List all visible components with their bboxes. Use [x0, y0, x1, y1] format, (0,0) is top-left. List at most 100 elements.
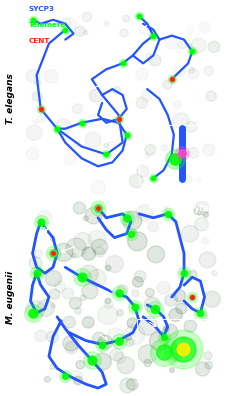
Circle shape: [189, 67, 194, 73]
Circle shape: [50, 289, 60, 299]
Circle shape: [122, 211, 142, 230]
Circle shape: [149, 55, 161, 66]
Circle shape: [105, 298, 111, 304]
Circle shape: [164, 207, 169, 211]
Circle shape: [117, 310, 123, 316]
Circle shape: [206, 91, 216, 101]
Circle shape: [50, 364, 55, 369]
Circle shape: [80, 295, 86, 301]
Circle shape: [29, 257, 42, 269]
Circle shape: [173, 290, 186, 302]
Circle shape: [149, 332, 168, 350]
Circle shape: [162, 324, 178, 339]
Circle shape: [199, 252, 216, 268]
Circle shape: [145, 288, 154, 297]
Circle shape: [98, 335, 112, 349]
Text: D: D: [26, 182, 36, 192]
Text: X: X: [168, 25, 175, 34]
Circle shape: [169, 367, 174, 372]
Circle shape: [188, 148, 199, 158]
Circle shape: [63, 316, 75, 328]
Circle shape: [74, 376, 82, 385]
Circle shape: [65, 342, 78, 354]
Circle shape: [32, 91, 42, 101]
Circle shape: [163, 80, 172, 89]
Circle shape: [129, 174, 143, 188]
Circle shape: [104, 143, 108, 148]
Circle shape: [82, 247, 96, 260]
Circle shape: [187, 43, 192, 49]
Circle shape: [145, 145, 156, 155]
Circle shape: [132, 230, 136, 235]
Circle shape: [92, 332, 105, 345]
Circle shape: [47, 331, 58, 343]
Circle shape: [75, 307, 81, 314]
Circle shape: [50, 236, 55, 241]
Circle shape: [88, 269, 106, 287]
Circle shape: [164, 326, 169, 331]
Circle shape: [74, 232, 92, 250]
Text: SYCP3: SYCP3: [28, 6, 54, 12]
Circle shape: [195, 202, 209, 215]
Circle shape: [45, 270, 62, 286]
Circle shape: [82, 283, 98, 299]
Text: Y: Y: [140, 25, 146, 34]
Circle shape: [189, 270, 197, 278]
Circle shape: [62, 288, 74, 299]
Circle shape: [35, 80, 41, 86]
Circle shape: [89, 89, 103, 102]
Circle shape: [83, 216, 88, 221]
Circle shape: [208, 41, 220, 53]
Circle shape: [195, 362, 210, 376]
Circle shape: [203, 212, 209, 217]
Circle shape: [73, 202, 86, 214]
Text: Telomere: Telomere: [28, 22, 66, 28]
Circle shape: [113, 87, 121, 94]
Circle shape: [80, 265, 98, 283]
Text: M. eugenii: M. eugenii: [6, 270, 15, 324]
Circle shape: [144, 359, 151, 367]
Circle shape: [71, 253, 76, 258]
Text: Y: Y: [42, 227, 48, 236]
Circle shape: [212, 270, 217, 276]
Circle shape: [204, 352, 212, 360]
Circle shape: [124, 325, 145, 345]
Circle shape: [51, 304, 55, 308]
Circle shape: [110, 348, 123, 361]
Circle shape: [147, 246, 165, 263]
Circle shape: [128, 232, 147, 251]
Circle shape: [127, 318, 138, 328]
Circle shape: [133, 277, 143, 287]
Circle shape: [186, 121, 197, 132]
Circle shape: [175, 159, 184, 168]
Circle shape: [194, 206, 203, 215]
Circle shape: [120, 378, 135, 393]
Circle shape: [82, 12, 92, 21]
Circle shape: [205, 362, 213, 369]
Circle shape: [148, 222, 158, 232]
Text: X: X: [41, 250, 48, 259]
Circle shape: [37, 299, 54, 316]
Circle shape: [85, 208, 102, 224]
Circle shape: [172, 353, 181, 362]
Circle shape: [201, 314, 208, 320]
Circle shape: [178, 41, 186, 49]
Circle shape: [125, 334, 131, 340]
Circle shape: [204, 291, 220, 307]
Circle shape: [136, 97, 147, 108]
Circle shape: [106, 255, 123, 272]
Circle shape: [35, 330, 47, 341]
Circle shape: [94, 353, 111, 370]
Text: Early pachytene: Early pachytene: [149, 204, 219, 213]
Circle shape: [134, 270, 146, 282]
Circle shape: [137, 165, 149, 177]
Circle shape: [94, 247, 105, 257]
Circle shape: [125, 339, 134, 346]
Circle shape: [82, 316, 94, 328]
Circle shape: [44, 377, 50, 382]
Circle shape: [184, 320, 197, 332]
Circle shape: [117, 357, 135, 374]
Circle shape: [138, 345, 157, 363]
Circle shape: [76, 360, 85, 369]
Circle shape: [176, 303, 187, 314]
